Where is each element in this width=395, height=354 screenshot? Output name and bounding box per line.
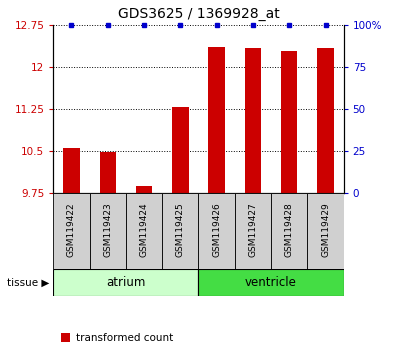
Text: GSM119425: GSM119425 [176, 202, 185, 257]
Bar [199, 269, 344, 296]
Text: GSM119427: GSM119427 [248, 202, 258, 257]
Text: GSM119422: GSM119422 [67, 202, 76, 257]
Text: GSM119426: GSM119426 [212, 202, 221, 257]
Bar [162, 193, 199, 269]
Bar [172, 107, 188, 193]
Text: atrium: atrium [106, 276, 146, 289]
Title: GDS3625 / 1369928_at: GDS3625 / 1369928_at [118, 7, 279, 21]
Bar [126, 193, 162, 269]
Text: ventricle: ventricle [245, 276, 297, 289]
Bar [209, 47, 225, 193]
Text: GSM119428: GSM119428 [285, 202, 294, 257]
Bar [100, 152, 116, 193]
Text: GSM119423: GSM119423 [103, 202, 112, 257]
Bar [235, 193, 271, 269]
Bar [281, 51, 297, 193]
Bar [136, 186, 152, 193]
Text: transformed count: transformed count [76, 333, 173, 343]
Text: GSM119424: GSM119424 [139, 202, 149, 257]
Bar [317, 48, 334, 193]
Text: tissue ▶: tissue ▶ [7, 277, 49, 287]
Bar [199, 193, 235, 269]
Bar [63, 148, 80, 193]
Bar [53, 193, 90, 269]
Bar [53, 269, 199, 296]
Bar [307, 193, 344, 269]
Bar [90, 193, 126, 269]
Bar [271, 193, 307, 269]
Text: GSM119429: GSM119429 [321, 202, 330, 257]
Bar [245, 48, 261, 193]
